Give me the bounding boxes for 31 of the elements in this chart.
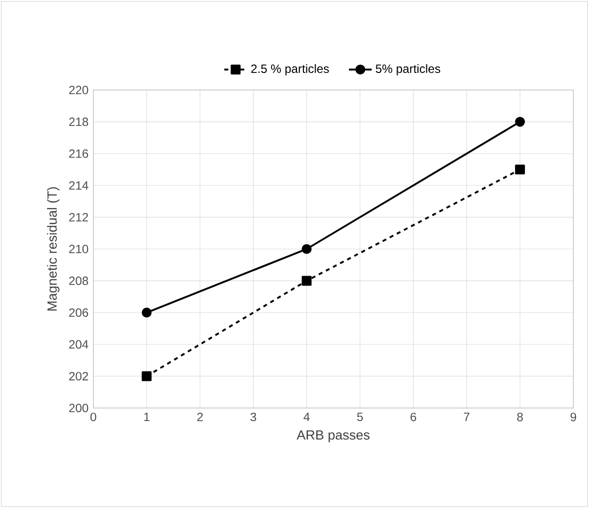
x-tick-label: 1 [144, 412, 150, 421]
y-tick-label: 212 [69, 213, 88, 222]
y-tick-label: 218 [69, 118, 88, 126]
legend-label: 5% particles [376, 64, 440, 76]
y-tick-label: 204 [69, 340, 88, 349]
y-tick-label: 202 [69, 372, 88, 380]
point [142, 371, 152, 382]
x-tick-label: 0 [90, 412, 96, 422]
x-tick-label: 3 [250, 412, 256, 422]
legend-label: 2.5 % particles [251, 64, 329, 76]
point [302, 276, 312, 286]
x-tick-label: 7 [464, 412, 470, 421]
x-tick-label: 8 [517, 412, 523, 422]
point [302, 244, 312, 254]
point [515, 116, 525, 127]
y-tick-label: 216 [69, 149, 88, 158]
y-tick-label: 208 [69, 276, 88, 286]
y-tick-label: 206 [69, 308, 88, 317]
point [515, 164, 525, 174]
y-tick-label: 210 [69, 244, 88, 254]
x-tick-label: 6 [410, 412, 416, 422]
point [142, 308, 152, 318]
x-tick-label: 5 [357, 412, 363, 422]
x-tick-label: 4 [304, 412, 310, 421]
x-tick-label: 9 [570, 412, 576, 422]
y-tick-label: 200 [69, 404, 88, 412]
y-axis-title: Magnetic residual (T) [47, 187, 60, 311]
x-tick-label: 2 [197, 412, 203, 422]
x-axis-title: ARB passes [296, 430, 370, 442]
y-tick-label: 220 [69, 86, 88, 94]
y-tick-label: 214 [69, 181, 88, 190]
